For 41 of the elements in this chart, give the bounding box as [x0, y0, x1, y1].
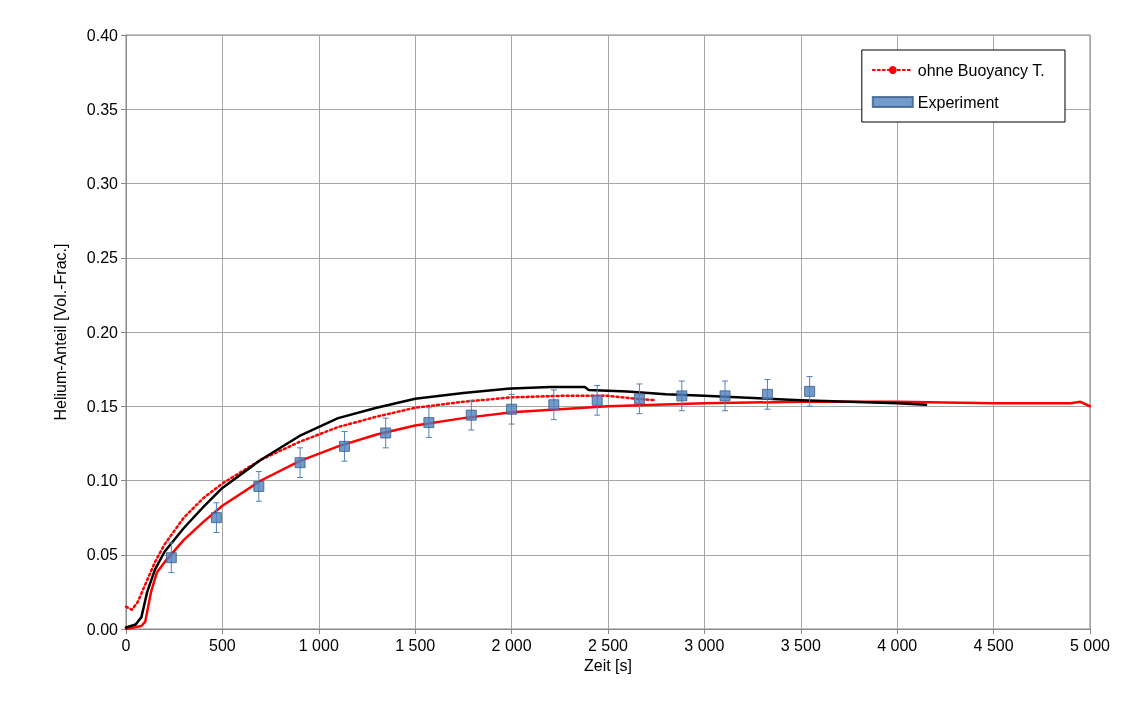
point	[210, 512, 222, 524]
x-tick-label: 500	[209, 636, 236, 654]
point	[548, 399, 560, 411]
y-tick-label: 0.20	[86, 323, 119, 341]
y-tick-label: 0.30	[86, 175, 119, 192]
x-axis-title: Zeit [s]	[583, 657, 632, 675]
x-tick-label: 4 000	[877, 636, 918, 654]
x-tick-label: 1 500	[395, 636, 436, 654]
y-tick-label: 0.15	[86, 397, 119, 415]
legend-label: ohne Buoyancy T.	[917, 61, 1045, 79]
point	[294, 457, 306, 469]
y-tick-label: 0.00	[86, 620, 119, 638]
x-tick-label: 3 500	[780, 636, 821, 654]
point	[506, 403, 518, 415]
x-tick-label: 0	[121, 636, 131, 654]
y-axis-title: Helium-Anteil [Vol.-Frac.]	[51, 243, 69, 421]
x-tick-label: 3 000	[684, 636, 725, 654]
point	[165, 552, 177, 564]
point	[380, 427, 392, 439]
x-tick-label: 4 500	[973, 636, 1014, 654]
legend-label: Experiment	[917, 93, 1000, 111]
point	[676, 390, 688, 402]
x-tick-label: 2 000	[491, 636, 532, 654]
point	[253, 480, 265, 492]
point	[633, 393, 645, 405]
point	[804, 385, 816, 397]
point	[761, 388, 773, 400]
point	[719, 390, 731, 402]
x-tick-label: 2 500	[587, 636, 629, 654]
x-tick-label: 1 000	[298, 636, 339, 654]
point	[465, 409, 477, 421]
point	[423, 417, 435, 429]
y-tick-label: 0.10	[86, 472, 119, 489]
line-series	[124, 385, 928, 629]
y-tick-label: 0.05	[86, 546, 119, 564]
y-tick-label: 0.40	[86, 26, 119, 44]
point	[591, 394, 603, 406]
point	[338, 440, 350, 452]
y-tick-label: 0.25	[86, 249, 119, 267]
x-tick-label: 5 000	[1069, 636, 1111, 654]
y-tick-label: 0.35	[86, 100, 119, 118]
